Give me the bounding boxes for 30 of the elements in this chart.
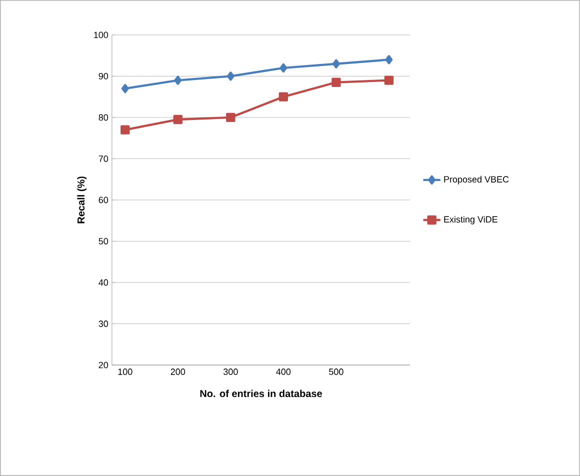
x-tick-label: 100 [118, 368, 132, 375]
point [332, 59, 340, 68]
x-tick-label: 500 [329, 368, 344, 375]
y-axis-title: Recall (%) [77, 176, 87, 224]
point [121, 84, 129, 94]
legend-label: Existing ViDE [444, 216, 498, 224]
x-axis-title: No. of entries in database [200, 390, 322, 398]
point [120, 125, 130, 134]
point [174, 76, 182, 85]
y-tick-label: 70 [98, 156, 108, 162]
x-tick-label: 300 [223, 368, 238, 375]
y-tick-label: 100 [94, 32, 108, 38]
y-tick-label: 90 [98, 73, 108, 80]
y-tick-label: 30 [98, 320, 108, 327]
x-tick-label: 200 [170, 368, 186, 375]
y-tick-label: 60 [98, 196, 108, 204]
y-tick-label: 20 [98, 362, 108, 368]
y-tick-label: 40 [98, 279, 108, 286]
point [385, 55, 393, 64]
legend-label: Proposed VBEC [444, 176, 509, 184]
point [278, 92, 288, 102]
x-tick-label: 400 [276, 368, 291, 375]
point [332, 78, 341, 87]
y-tick-label: 80 [98, 114, 108, 121]
point [280, 63, 288, 73]
point [226, 112, 236, 122]
point [384, 76, 394, 85]
point [173, 114, 182, 124]
point [226, 72, 234, 81]
y-tick-label: 50 [98, 238, 108, 244]
